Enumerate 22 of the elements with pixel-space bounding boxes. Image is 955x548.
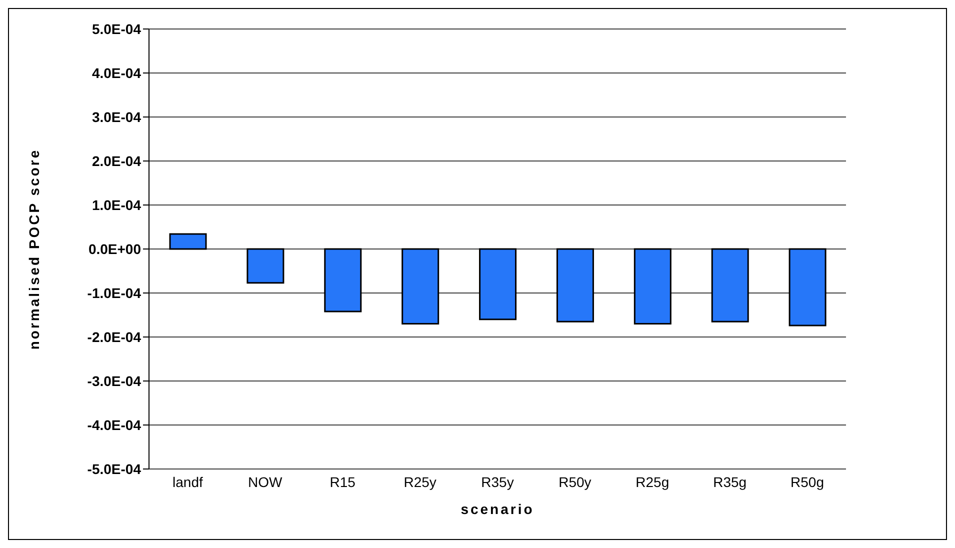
y-tick-label: 5.0E-04 <box>92 20 142 37</box>
x-tick-label: R15 <box>330 474 356 490</box>
x-tick-label: R35y <box>481 474 514 490</box>
x-tick-label: landf <box>172 474 204 490</box>
y-tick-label: -4.0E-04 <box>87 416 142 433</box>
y-tick-label: 1.0E-04 <box>92 196 142 213</box>
x-axis-title: scenario <box>460 501 534 517</box>
x-tick-label: R35g <box>713 474 747 490</box>
x-tick-label: R25y <box>404 474 436 490</box>
y-tick-label: 4.0E-04 <box>92 64 142 81</box>
y-tick-label: 3.0E-04 <box>92 108 142 125</box>
y-axis-title: normalised POCP score <box>26 148 42 350</box>
y-tick-label: -3.0E-04 <box>87 372 142 389</box>
x-tick-label: NOW <box>248 474 284 490</box>
y-tick-label: -2.0E-04 <box>87 328 142 345</box>
y-tick-label: 0.0E+00 <box>88 240 142 257</box>
x-tick-label: R50g <box>790 474 824 490</box>
x-tick-label: R50y <box>558 474 592 490</box>
x-tick-label: R25g <box>636 474 670 490</box>
y-tick-label: -1.0E-04 <box>87 284 142 301</box>
y-tick-label: 2.0E-04 <box>92 152 142 169</box>
y-tick-label: -5.0E-04 <box>87 460 142 477</box>
